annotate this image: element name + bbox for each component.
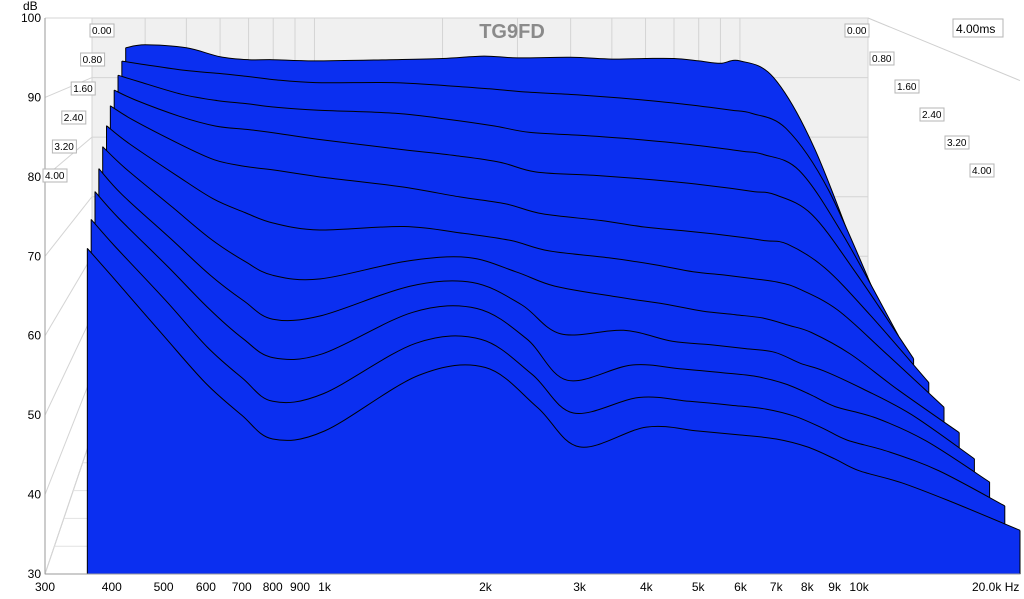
time-labels-left: 0.00 0.80 1.60 2.40 3.20 4.00 — [42, 23, 115, 183]
time-label-box-right — [894, 79, 920, 94]
x-tick-label: 4k — [640, 580, 654, 594]
y-tick-label: 40 — [28, 488, 42, 502]
time-max-box — [952, 18, 1004, 38]
time-label-box-right — [969, 163, 995, 178]
waterfall-slice-line-10 — [86, 247, 1021, 531]
y-axis-label: dB — [23, 0, 38, 13]
time-label-box-right — [919, 107, 945, 122]
time-label-right: 0.00 — [847, 26, 867, 37]
waterfall-slice-line-4 — [110, 105, 930, 383]
x-tick-label: 20.0k Hz — [972, 580, 1019, 594]
time-label-right: 4.00 — [972, 166, 992, 177]
waterfall-slice-line-2 — [117, 74, 899, 336]
side-grid-line — [44, 315, 93, 416]
waterfall-slice-line-3 — [113, 89, 915, 359]
x-tick-label: 8k — [801, 580, 815, 594]
x-tick-label: 700 — [232, 580, 252, 594]
time-label-right: 1.60 — [897, 82, 917, 93]
y-tick-label: 30 — [28, 567, 42, 581]
side-grid-line — [44, 434, 93, 575]
time-label-left: 0.80 — [83, 55, 103, 66]
y-tick-label: 90 — [28, 90, 42, 104]
waterfall-slices — [86, 44, 1021, 575]
time-label-box-left — [80, 52, 106, 67]
time-label-left: 2.40 — [64, 113, 84, 124]
time-label-left: 1.60 — [73, 84, 93, 95]
y-tick-label: 60 — [28, 329, 42, 343]
y-tick-label: 70 — [28, 249, 42, 263]
y-tick-label: 50 — [28, 408, 42, 422]
time-label-left: 0.00 — [92, 26, 112, 37]
waterfall-slice-line-9 — [90, 219, 1006, 507]
x-axis-ticks: 300 400 500 600 700 800 900 1k 2k 3k 4k 5k 6k 7k 8k 9k 1… — [35, 580, 1019, 594]
waterfall-slice-line-5 — [106, 125, 945, 408]
time-label-left: 4.00 — [45, 171, 65, 182]
x-tick-label: 3k — [573, 580, 587, 594]
time-labels-right: 0.00 0.80 1.60 2.40 3.20 4.00 — [844, 23, 995, 178]
x-tick-label: 300 — [35, 580, 55, 594]
waterfall-slice-line-0 — [125, 44, 869, 287]
time-label-right: 2.40 — [922, 110, 942, 121]
time-label-right: 0.80 — [872, 54, 892, 65]
side-grid-line — [44, 196, 93, 257]
time-label-box-right — [944, 135, 970, 150]
side-grid-line — [44, 375, 93, 495]
time-label-left: 3.20 — [54, 142, 74, 153]
waterfall-slice-line-1 — [121, 60, 884, 314]
right-depth-edge — [867, 17, 1021, 82]
waterfall-slice-line-8 — [94, 191, 990, 483]
x-tick-label: 1k — [318, 580, 332, 594]
waterfall-slice-line-6 — [102, 146, 960, 434]
time-label-box-right — [869, 51, 895, 66]
y-axis-ticks: 100 90 80 70 60 50 40 30 — [21, 11, 41, 581]
x-tick-label: 7k — [770, 580, 784, 594]
time-label-box-left — [70, 81, 96, 96]
y-tick-label: 80 — [28, 170, 42, 184]
side-grid-line — [44, 256, 93, 336]
time-label-box-left — [61, 110, 87, 125]
x-tick-label: 9k — [828, 580, 842, 594]
waterfall-slice-line-7 — [98, 168, 975, 460]
time-label-box-right — [844, 23, 870, 38]
x-tick-label: 10k — [849, 580, 869, 594]
waterfall-slice-fill-10 — [87, 248, 1021, 575]
x-tick-label: 5k — [692, 580, 706, 594]
chart-title: TG9FD — [479, 21, 545, 43]
y-tick-label: 100 — [21, 11, 41, 25]
time-label-box-left — [51, 139, 77, 154]
x-tick-label: 600 — [196, 580, 216, 594]
x-tick-label: 6k — [734, 580, 748, 594]
time-max-label: 4.00ms — [956, 22, 995, 36]
x-tick-label: 2k — [479, 580, 493, 594]
time-label-box-left — [42, 168, 68, 183]
time-label-right: 3.20 — [947, 138, 967, 149]
x-tick-label: 400 — [102, 580, 122, 594]
x-tick-label: 500 — [154, 580, 174, 594]
side-grid-line — [44, 77, 93, 98]
plot-frame — [44, 17, 1021, 575]
x-tick-label: 900 — [290, 580, 310, 594]
x-tick-label: 800 — [263, 580, 283, 594]
time-label-box-left — [89, 23, 115, 38]
